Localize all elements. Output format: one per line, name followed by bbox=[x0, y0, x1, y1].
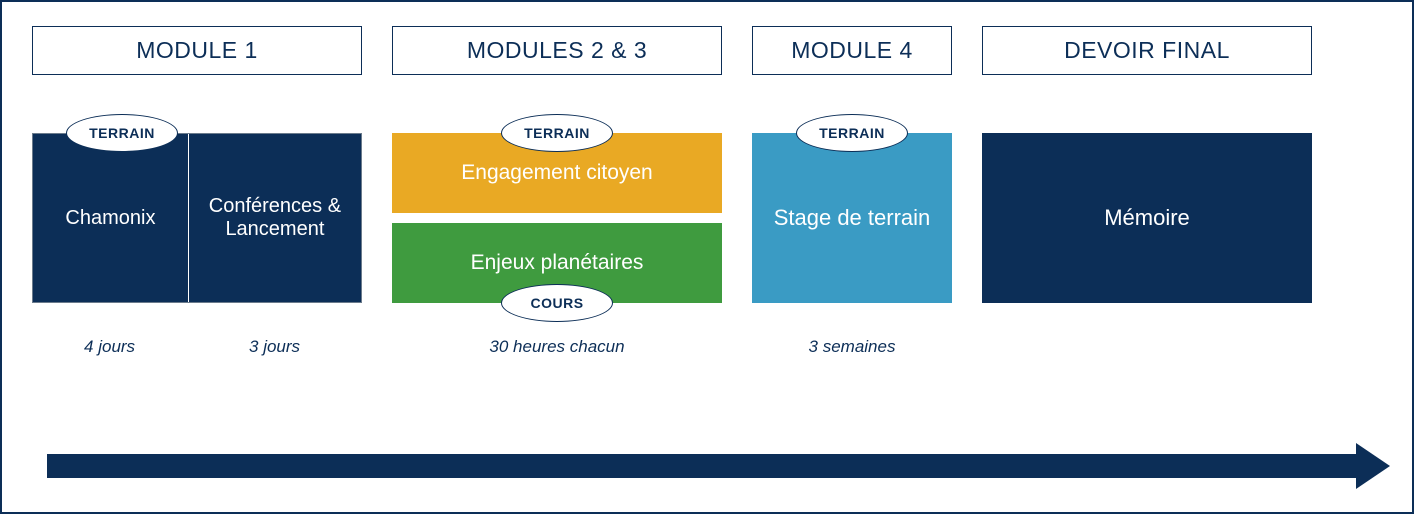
duration-3-semaines: 3 semaines bbox=[752, 337, 952, 357]
header-row: MODULE 1 MODULES 2 & 3 MODULE 4 DEVOIR F… bbox=[32, 26, 1382, 75]
modules-2-3-col: TERRAIN Engagement citoyen Enjeux planét… bbox=[392, 133, 722, 303]
arrow-head-icon bbox=[1356, 443, 1390, 489]
module-1-col: TERRAIN Chamonix Conférences & Lancement bbox=[32, 133, 362, 303]
durations-row: 4 jours 3 jours 30 heures chacun 3 semai… bbox=[32, 337, 1382, 357]
duration-3-jours: 3 jours bbox=[187, 337, 362, 357]
duration-final-spacer bbox=[982, 337, 1312, 357]
terrain-badge-module-4: TERRAIN bbox=[796, 114, 908, 152]
duration-30-heures: 30 heures chacun bbox=[392, 337, 722, 357]
terrain-badge-modules-2-3: TERRAIN bbox=[501, 114, 613, 152]
block-memoire: Mémoire bbox=[982, 133, 1312, 303]
duration-4-jours: 4 jours bbox=[32, 337, 187, 357]
devoir-final-col: Mémoire bbox=[982, 133, 1312, 303]
content-row: TERRAIN Chamonix Conférences & Lancement… bbox=[32, 133, 1382, 303]
header-devoir-final: DEVOIR FINAL bbox=[982, 26, 1312, 75]
module-4-col: TERRAIN Stage de terrain bbox=[752, 133, 952, 303]
arrow-shaft bbox=[47, 454, 1356, 478]
cours-badge-modules-2-3: COURS bbox=[501, 284, 613, 322]
terrain-badge-module-1: TERRAIN bbox=[66, 114, 178, 152]
header-modules-2-3: MODULES 2 & 3 bbox=[392, 26, 722, 75]
module-1-blocks: Chamonix Conférences & Lancement bbox=[32, 133, 362, 303]
block-conferences-lancement: Conférences & Lancement bbox=[189, 134, 361, 302]
duration-module-1: 4 jours 3 jours bbox=[32, 337, 362, 357]
timeline-arrow bbox=[47, 452, 1390, 480]
header-module-4: MODULE 4 bbox=[752, 26, 952, 75]
block-stage-de-terrain: Stage de terrain bbox=[752, 133, 952, 303]
block-chamonix: Chamonix bbox=[33, 134, 188, 302]
modules-2-3-stack: Engagement citoyen Enjeux planétaires bbox=[392, 133, 722, 303]
diagram-frame: MODULE 1 MODULES 2 & 3 MODULE 4 DEVOIR F… bbox=[0, 0, 1414, 514]
header-module-1: MODULE 1 bbox=[32, 26, 362, 75]
